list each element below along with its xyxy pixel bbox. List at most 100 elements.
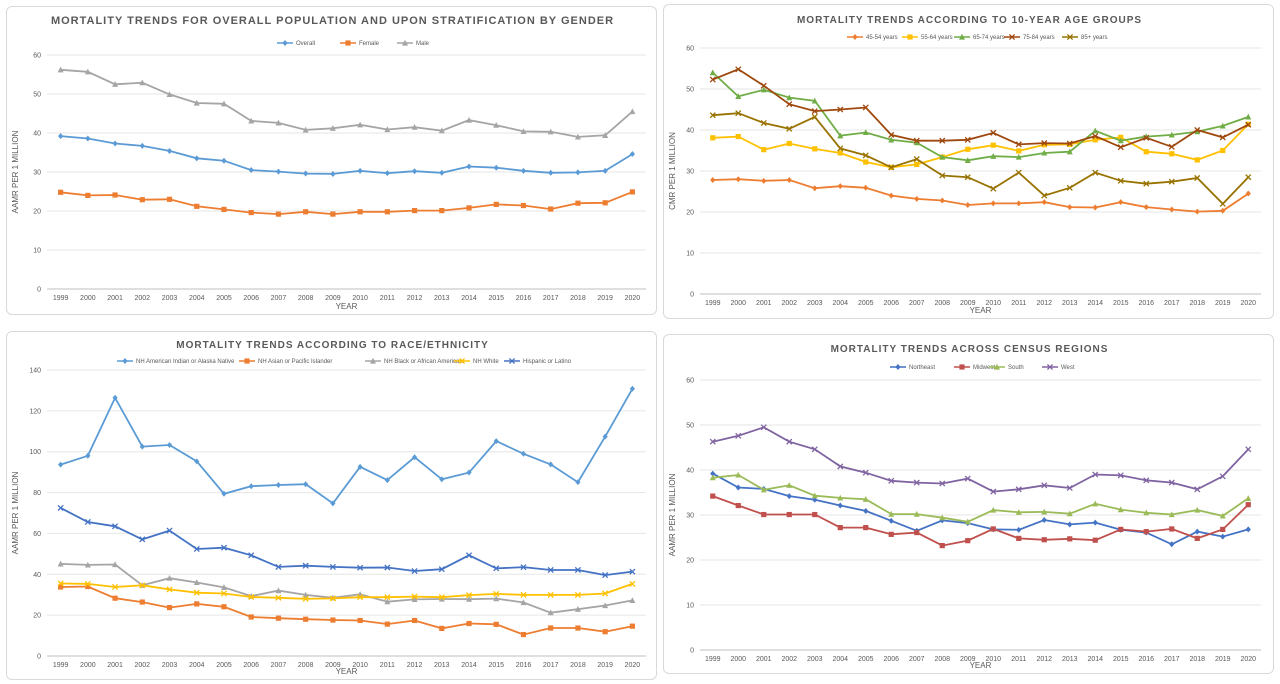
legend-marker [244, 358, 250, 364]
data-point [85, 192, 91, 198]
data-point [1143, 509, 1150, 516]
data-point [888, 477, 895, 484]
data-point [1016, 526, 1022, 533]
data-point [1143, 204, 1149, 211]
data-point [1143, 180, 1150, 187]
x-tick-label: 2011 [380, 295, 395, 302]
series-midwest [710, 493, 1251, 549]
data-point [1219, 200, 1226, 207]
legend-label: NH White [473, 359, 499, 365]
y-tick-label: 0 [690, 292, 694, 299]
data-point [493, 122, 500, 128]
data-point [357, 564, 364, 571]
data-point [735, 133, 741, 140]
chart-panel-race-ethnicity: MORTALITY TRENDS ACCORDING TO RACE/ETHNI… [6, 331, 657, 680]
y-tick-label: 0 [37, 287, 41, 294]
data-point [194, 203, 200, 209]
series-line [712, 178, 1249, 213]
chart-title: MORTALITY TRENDS ACCORDING TO 10-YEAR AG… [797, 15, 1142, 26]
data-point [520, 202, 527, 209]
x-tick-label: 2005 [216, 662, 232, 669]
legend-item: Midwest [954, 364, 995, 371]
data-point [275, 615, 282, 621]
data-point [166, 527, 173, 534]
chart-race-ethnicity: MORTALITY TRENDS ACCORDING TO RACE/ETHNI… [11, 340, 646, 676]
data-point [602, 433, 608, 440]
legend-item: 45-54 years [847, 34, 898, 41]
data-point [1168, 511, 1175, 518]
data-point [862, 129, 869, 136]
data-point [964, 518, 971, 525]
data-point [735, 93, 742, 99]
data-point [1092, 537, 1098, 543]
data-point [1194, 157, 1200, 163]
data-point [248, 117, 255, 124]
y-axis-label: AAMR PER 1 MILLION [11, 471, 20, 554]
x-tick-label: 2010 [985, 656, 1001, 663]
data-point [863, 159, 869, 165]
data-point [303, 209, 309, 215]
data-point [384, 598, 391, 605]
chart-panel-gender: MORTALITY TRENDS FOR OVERALL POPULATION … [6, 6, 657, 315]
data-point [1016, 148, 1022, 154]
x-tick-label: 2014 [1087, 656, 1103, 663]
data-point [1066, 148, 1073, 155]
data-point [1168, 131, 1175, 138]
data-point [439, 208, 445, 214]
x-tick-label: 2019 [597, 662, 613, 669]
y-tick-label: 30 [686, 513, 694, 520]
y-tick-label: 40 [686, 468, 694, 475]
data-point [629, 151, 635, 158]
data-point [990, 526, 996, 532]
y-tick-label: 20 [686, 558, 694, 565]
data-point [1219, 134, 1226, 141]
data-point [1219, 473, 1226, 480]
legend-marker [1046, 363, 1054, 371]
data-point [1041, 508, 1048, 515]
data-point [357, 209, 363, 215]
data-point [913, 510, 920, 517]
data-point [302, 595, 309, 602]
legend-label: Overall [296, 41, 315, 47]
y-tick-label: 20 [686, 210, 694, 217]
x-tick-label: 2004 [189, 295, 205, 302]
data-point [85, 583, 91, 590]
x-tick-label: 2011 [380, 662, 395, 669]
data-point [629, 580, 636, 587]
x-tick-label: 2002 [781, 656, 797, 663]
data-point [139, 536, 146, 543]
data-point [221, 490, 227, 497]
data-point [166, 147, 173, 154]
series-65-74-years [709, 69, 1252, 163]
y-tick-label: 100 [29, 449, 41, 456]
data-point [786, 438, 793, 445]
y-tick-label: 10 [686, 603, 694, 610]
series-west [709, 424, 1252, 495]
data-point [1041, 516, 1047, 523]
data-point [709, 474, 716, 481]
data-point [914, 195, 920, 202]
data-point [863, 507, 869, 514]
data-point [248, 614, 254, 620]
data-point [1041, 537, 1047, 543]
x-tick-label: 2012 [1036, 300, 1052, 307]
y-tick-label: 10 [686, 251, 694, 258]
data-point [629, 189, 635, 195]
data-point [964, 475, 971, 482]
data-point [811, 446, 818, 453]
x-tick-label: 2014 [461, 295, 477, 302]
series-female [58, 189, 635, 217]
data-point [575, 625, 581, 631]
x-tick-label: 2010 [352, 662, 368, 669]
legend-item: Male [397, 39, 430, 47]
data-point [574, 566, 581, 574]
x-tick-label: 2005 [858, 300, 874, 307]
series-line [712, 495, 1249, 547]
series-line [60, 388, 634, 505]
data-point [465, 592, 473, 599]
legend-item: NH White [454, 357, 499, 365]
data-point [520, 450, 527, 457]
data-point [811, 113, 818, 120]
data-point [465, 552, 473, 559]
legend-item: Northeast [890, 364, 935, 371]
